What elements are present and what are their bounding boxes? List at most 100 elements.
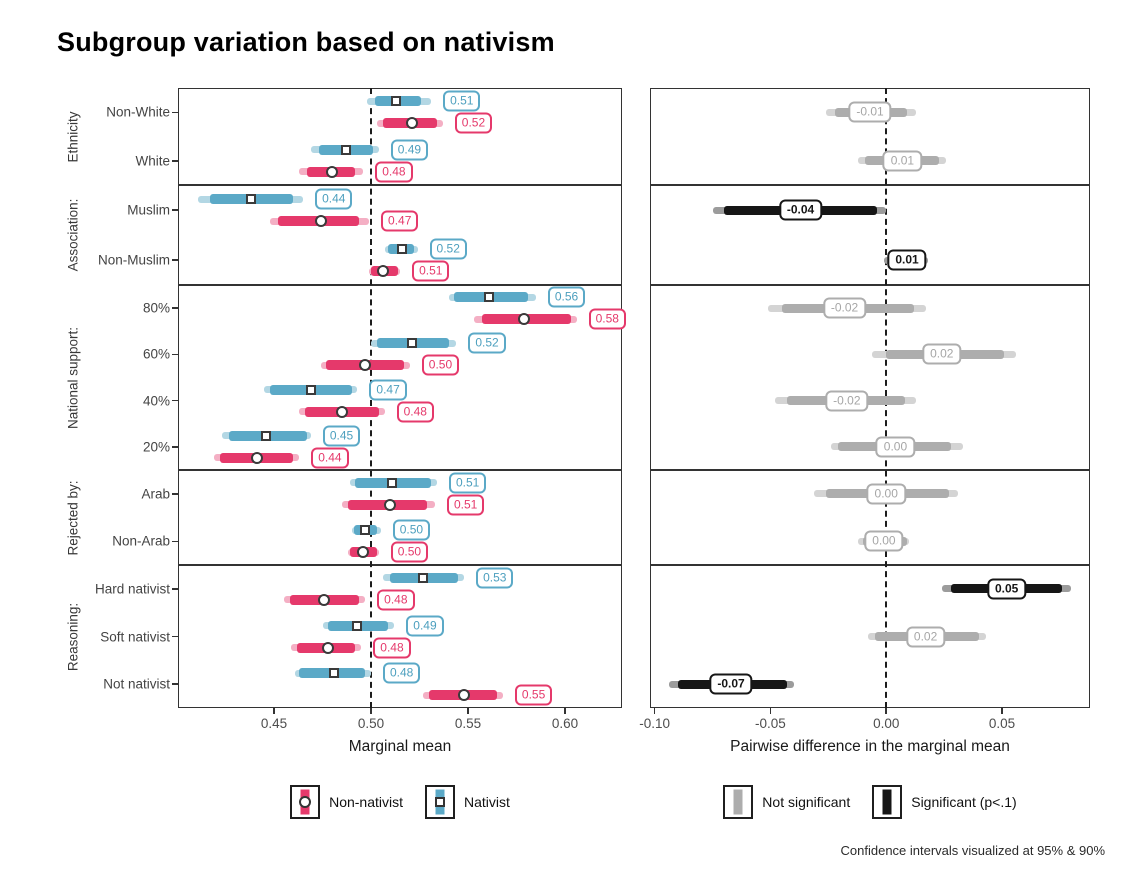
marker-non_nativist [359, 359, 372, 372]
diff-label: -0.02 [825, 390, 869, 412]
legend-significance: Not significant Significant (p<.1) [650, 780, 1090, 824]
value-label-nativist: 0.49 [390, 139, 429, 161]
x-tick [1001, 708, 1003, 714]
marker-non_nativist [518, 313, 531, 326]
diff-label: -0.07 [709, 673, 753, 695]
y-tick [172, 160, 178, 162]
x-tick-label: 0.55 [454, 716, 482, 731]
marker-nativist [305, 384, 316, 395]
marker-nativist [360, 525, 371, 536]
legend-item-not_significant: Not significant [723, 785, 850, 819]
x-tick [564, 708, 566, 714]
x-axis-title-pairwise-difference: Pairwise difference in the marginal mean [730, 738, 1010, 755]
marker-nativist [397, 244, 408, 254]
x-tick-label: -0.10 [639, 716, 671, 731]
y-tick [172, 540, 178, 542]
legend-label: Significant (p<.1) [911, 794, 1017, 810]
marker-non_nativist [405, 117, 418, 130]
marker-nativist [387, 477, 398, 488]
row-label-20-: 20% [142, 439, 170, 455]
value-label-non_nativist: 0.48 [396, 401, 434, 423]
legend-nativism: Non-nativist Nativist [178, 780, 622, 824]
x-tick [273, 708, 275, 714]
marker-non_nativist [322, 641, 335, 654]
value-label-non_nativist: 0.50 [421, 354, 460, 376]
y-tick [172, 399, 178, 402]
value-label-nativist: 0.44 [315, 188, 353, 210]
legend-key-not_significant [723, 785, 754, 819]
value-label-nativist: 0.51 [448, 472, 487, 494]
value-label-non_nativist: 0.48 [377, 589, 415, 611]
panel-facet-left-4 [178, 565, 622, 708]
marker-non_nativist [335, 405, 348, 418]
panel-facet-right-1 [650, 185, 1090, 285]
marker-nativist [484, 292, 495, 303]
marker-non_nativist [326, 165, 339, 178]
x-tick-label: 0.45 [260, 716, 288, 731]
value-label-nativist: 0.52 [468, 332, 506, 354]
x-tick [885, 708, 887, 714]
marker-nativist [352, 620, 363, 631]
y-tick [172, 446, 178, 448]
diff-label: -0.04 [778, 199, 823, 221]
legend-label: Not significant [762, 794, 851, 810]
square-marker-icon [435, 797, 445, 807]
x-tick [769, 708, 772, 714]
value-label-nativist: 0.49 [406, 615, 444, 636]
y-tick [172, 353, 178, 356]
x-tick-label: 0.05 [988, 716, 1016, 731]
legend-label: Non-nativist [329, 794, 403, 810]
marker-nativist [406, 338, 417, 349]
row-label-non-white: Non-White [106, 104, 170, 120]
x-tick [467, 708, 469, 714]
panel-facet-right-2 [650, 285, 1090, 470]
value-label-non_nativist: 0.50 [390, 541, 429, 563]
value-label-non_nativist: 0.58 [588, 308, 626, 330]
marker-nativist [391, 96, 402, 107]
y-tick [172, 209, 178, 211]
value-label-nativist: 0.47 [369, 379, 407, 401]
value-label-non_nativist: 0.48 [375, 161, 413, 183]
value-label-nativist: 0.53 [476, 567, 514, 589]
diff-label: -0.01 [848, 101, 892, 123]
row-label-white: White [135, 153, 170, 169]
value-label-non_nativist: 0.48 [373, 637, 411, 658]
x-axis-title-marginal-mean: Marginal mean [348, 738, 452, 755]
value-label-nativist: 0.52 [429, 238, 467, 260]
marker-nativist [329, 668, 340, 679]
x-tick [370, 708, 372, 714]
legend-item-nativist: Nativist [425, 785, 510, 819]
value-label-nativist: 0.50 [392, 519, 431, 541]
legend-bar-significant [882, 789, 892, 815]
row-label-non-muslim: Non-Muslim [97, 252, 170, 268]
legend-key-nativist [425, 785, 455, 819]
x-tick-label: 0.50 [357, 716, 385, 731]
value-label-non_nativist: 0.47 [381, 210, 419, 232]
legend-key-significant [872, 785, 903, 819]
diff-label: 0.00 [875, 436, 916, 458]
marker-nativist [418, 572, 429, 583]
value-label-non_nativist: 0.55 [514, 684, 553, 706]
diff-label: 0.02 [922, 343, 962, 365]
diff-label: 0.02 [905, 626, 946, 647]
row-label-40-: 40% [142, 393, 170, 409]
x-tick-label: -0.05 [755, 716, 786, 731]
diff-label: 0.05 [986, 578, 1027, 600]
value-label-nativist: 0.48 [383, 662, 421, 684]
y-tick [172, 635, 178, 638]
marker-nativist [340, 144, 351, 155]
y-tick [172, 307, 178, 309]
value-label-non_nativist: 0.44 [311, 447, 349, 469]
marker-non_nativist [458, 689, 471, 702]
marker-non_nativist [318, 593, 331, 606]
panel-facet-left-2 [178, 285, 622, 470]
chart-title: Subgroup variation based on nativism [57, 27, 555, 57]
diff-label: -0.02 [822, 297, 867, 319]
value-label-non_nativist: 0.51 [412, 260, 450, 282]
value-label-nativist: 0.56 [547, 286, 586, 308]
row-label-non-arab: Non-Arab [112, 533, 170, 549]
y-tick [172, 588, 178, 590]
x-tick-label: 0.00 [873, 716, 900, 731]
legend-bar-not_significant [733, 789, 743, 815]
